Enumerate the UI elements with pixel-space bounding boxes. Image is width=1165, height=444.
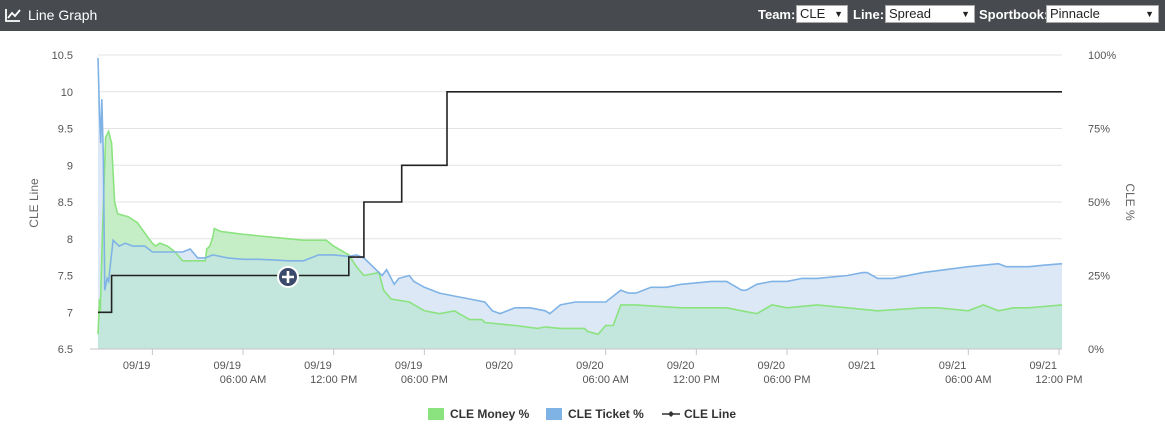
line-chart-icon — [5, 9, 21, 22]
series-areas — [98, 57, 1062, 350]
x-tick-date: 09/20 — [485, 360, 513, 372]
y-left-tick-label: 6.5 — [58, 344, 73, 356]
x-tick-date: 09/19 — [395, 360, 423, 372]
line-select-value: Spread — [889, 6, 931, 21]
line-select[interactable]: Spread ▼ — [885, 5, 975, 23]
y-axis-right: 0% 25% 50% 75% 100% — [1088, 50, 1116, 356]
x-tick-date: 09/19 — [123, 360, 151, 372]
y-left-tick-label: 9.5 — [58, 124, 73, 136]
ticket-line — [97, 57, 1063, 315]
x-tick-date: 09/21 — [848, 360, 876, 372]
y-axis-left: 6.5 7 7.5 8 8.5 9 9.5 10 10.5 — [52, 50, 73, 356]
y-left-tick-label: 7 — [67, 307, 73, 319]
crosshair-cursor-icon[interactable] — [277, 266, 299, 288]
x-tick-time: 06:00 AM — [220, 374, 266, 386]
y-left-tick-label: 9 — [67, 160, 73, 172]
x-tick-date: 09/21 — [939, 360, 967, 372]
y-left-tick-label: 10 — [61, 87, 73, 99]
legend-label-line: CLE Line — [684, 407, 737, 421]
x-tick-time: 12:00 PM — [673, 374, 720, 386]
x-tick-time: 12:00 PM — [310, 374, 357, 386]
sportbook-select-value: Pinnacle — [1050, 6, 1100, 21]
y-left-tick-label: 8 — [67, 234, 73, 246]
y-axis-right-label: CLE % — [1123, 183, 1137, 221]
x-tick-date: 09/21 — [1029, 360, 1057, 372]
x-tick-date: 09/20 — [757, 360, 785, 372]
y-right-tick-label: 25% — [1088, 271, 1110, 283]
chart-legend: CLE Money % CLE Ticket % CLE Line — [0, 406, 1165, 424]
overlap-area — [98, 207, 1062, 349]
y-right-tick-label: 100% — [1088, 50, 1116, 62]
team-label: Team: — [758, 7, 796, 22]
x-tick-date: 09/20 — [576, 360, 604, 372]
legend-swatch-money — [428, 408, 444, 420]
chart-title: Line Graph — [28, 7, 98, 23]
sportbook-select[interactable]: Pinnacle ▼ — [1046, 5, 1159, 23]
y-right-tick-label: 50% — [1088, 197, 1110, 209]
line-label: Line: — [853, 7, 885, 22]
team-select[interactable]: CLE ▼ — [796, 5, 848, 23]
y-right-tick-label: 75% — [1088, 124, 1110, 136]
legend-swatch-ticket — [546, 408, 562, 420]
chevron-down-icon: ▼ — [961, 9, 970, 19]
x-tick-time: 06:00 PM — [401, 374, 448, 386]
chevron-down-icon: ▼ — [834, 9, 843, 19]
legend-swatch-line — [662, 411, 680, 417]
y-left-tick-label: 10.5 — [52, 50, 73, 62]
x-tick-date: 09/19 — [304, 360, 332, 372]
legend-label-ticket: CLE Ticket % — [568, 407, 644, 421]
x-tick-time: 06:00 AM — [582, 374, 628, 386]
money-line — [97, 129, 1063, 336]
x-tick-date: 09/20 — [667, 360, 695, 372]
cle-line — [98, 91, 1062, 314]
legend-label-money: CLE Money % — [450, 407, 530, 421]
x-axis: 09/19 09/19 06:00 AM 09/19 12:00 PM 09/19 06:0… — [90, 348, 1083, 386]
chart-header: Line Graph Team: CLE ▼ Line: Spread ▼ Sp… — [0, 0, 1165, 31]
y-axis-left-label: CLE Line — [27, 178, 41, 228]
x-tick-date: 09/19 — [214, 360, 242, 372]
x-tick-time: 06:00 AM — [945, 374, 991, 386]
sportbook-label: Sportbook: — [979, 7, 1049, 22]
x-tick-time: 12:00 PM — [1035, 374, 1082, 386]
x-tick-time: 06:00 PM — [763, 374, 810, 386]
y-left-tick-label: 7.5 — [58, 271, 73, 283]
series-lines — [97, 57, 1063, 336]
y-left-tick-label: 8.5 — [58, 197, 73, 209]
team-select-value: CLE — [800, 6, 826, 21]
chevron-down-icon: ▼ — [1145, 9, 1154, 19]
line-graph-chart: 6.5 7 7.5 8 8.5 9 9.5 10 10.5 0% 25% 50% 75% 100% 09… — [27, 50, 1137, 386]
y-right-tick-label: 0% — [1088, 344, 1104, 356]
